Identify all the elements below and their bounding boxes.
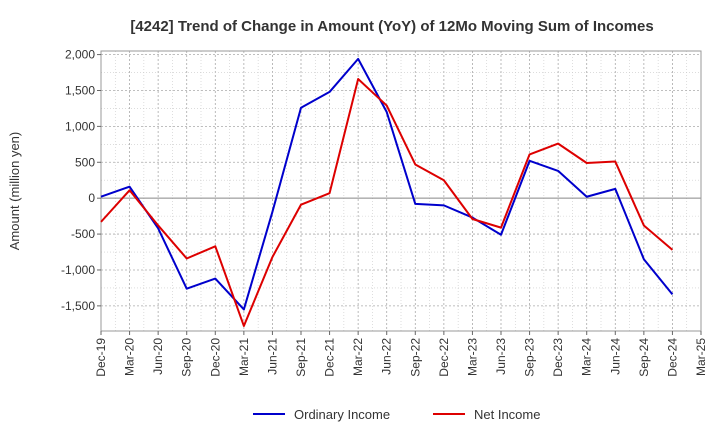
- x-tick-label: Dec-22: [437, 338, 451, 377]
- grid-lines: [100, 51, 702, 331]
- x-tick-label: Sep-21: [294, 338, 308, 377]
- x-tick-label: Sep-23: [523, 338, 537, 377]
- y-tick-label: 1,500: [65, 83, 95, 97]
- y-tick-label: 1,000: [65, 119, 95, 133]
- x-tick-label: Mar-20: [123, 338, 137, 376]
- x-tick-label: Jun-20: [151, 338, 165, 375]
- x-tick-label: Dec-19: [94, 338, 108, 377]
- y-axis-label: Amount (million yen): [7, 132, 22, 251]
- y-tick-label: -1,500: [61, 299, 95, 313]
- x-tick-label: Mar-23: [465, 338, 479, 376]
- x-tick-label: Dec-24: [665, 338, 679, 377]
- x-tick-label: Dec-20: [208, 338, 222, 377]
- y-tick-label: 500: [75, 155, 95, 169]
- series-line-ordinary-income: [100, 57, 674, 311]
- y-tick-label: 0: [88, 191, 95, 205]
- legend-label-net-income: Net Income: [474, 407, 540, 422]
- x-tick-label: Sep-24: [637, 338, 651, 377]
- chart-title: [4242] Trend of Change in Amount (YoY) o…: [130, 18, 653, 35]
- series-line-net-income: [100, 78, 674, 327]
- x-tick-label: Mar-22: [351, 338, 365, 376]
- x-tick-label: Jun-21: [265, 338, 279, 375]
- x-tick-label: Dec-23: [551, 338, 565, 377]
- x-tick-label: Mar-24: [580, 338, 594, 376]
- x-tick-label: Sep-20: [180, 338, 194, 377]
- y-axis-ticks: 2,000 1,500 1,000 500 0 -500 -1,000 -1,500: [61, 48, 101, 313]
- x-tick-label: Dec-21: [323, 338, 337, 377]
- plot-area: [100, 50, 702, 332]
- x-tick-label: Jun-24: [608, 338, 622, 375]
- legend: Ordinary Income Net Income: [253, 407, 540, 422]
- x-axis-ticks: Dec-19 Mar-20 Jun-20 Sep-20 Dec-20 Mar-21 Jun-…: [94, 331, 708, 377]
- x-tick-label: Mar-25: [694, 338, 708, 376]
- legend-label-ordinary-income: Ordinary Income: [294, 407, 390, 422]
- x-tick-label: Mar-21: [237, 338, 251, 376]
- y-tick-label: -500: [71, 227, 95, 241]
- y-tick-label: -1,000: [61, 263, 95, 277]
- x-tick-label: Jun-23: [494, 338, 508, 375]
- x-tick-label: Sep-22: [408, 338, 422, 377]
- x-tick-label: Jun-22: [380, 338, 394, 375]
- series: [100, 57, 674, 327]
- y-tick-label: 2,000: [65, 48, 95, 62]
